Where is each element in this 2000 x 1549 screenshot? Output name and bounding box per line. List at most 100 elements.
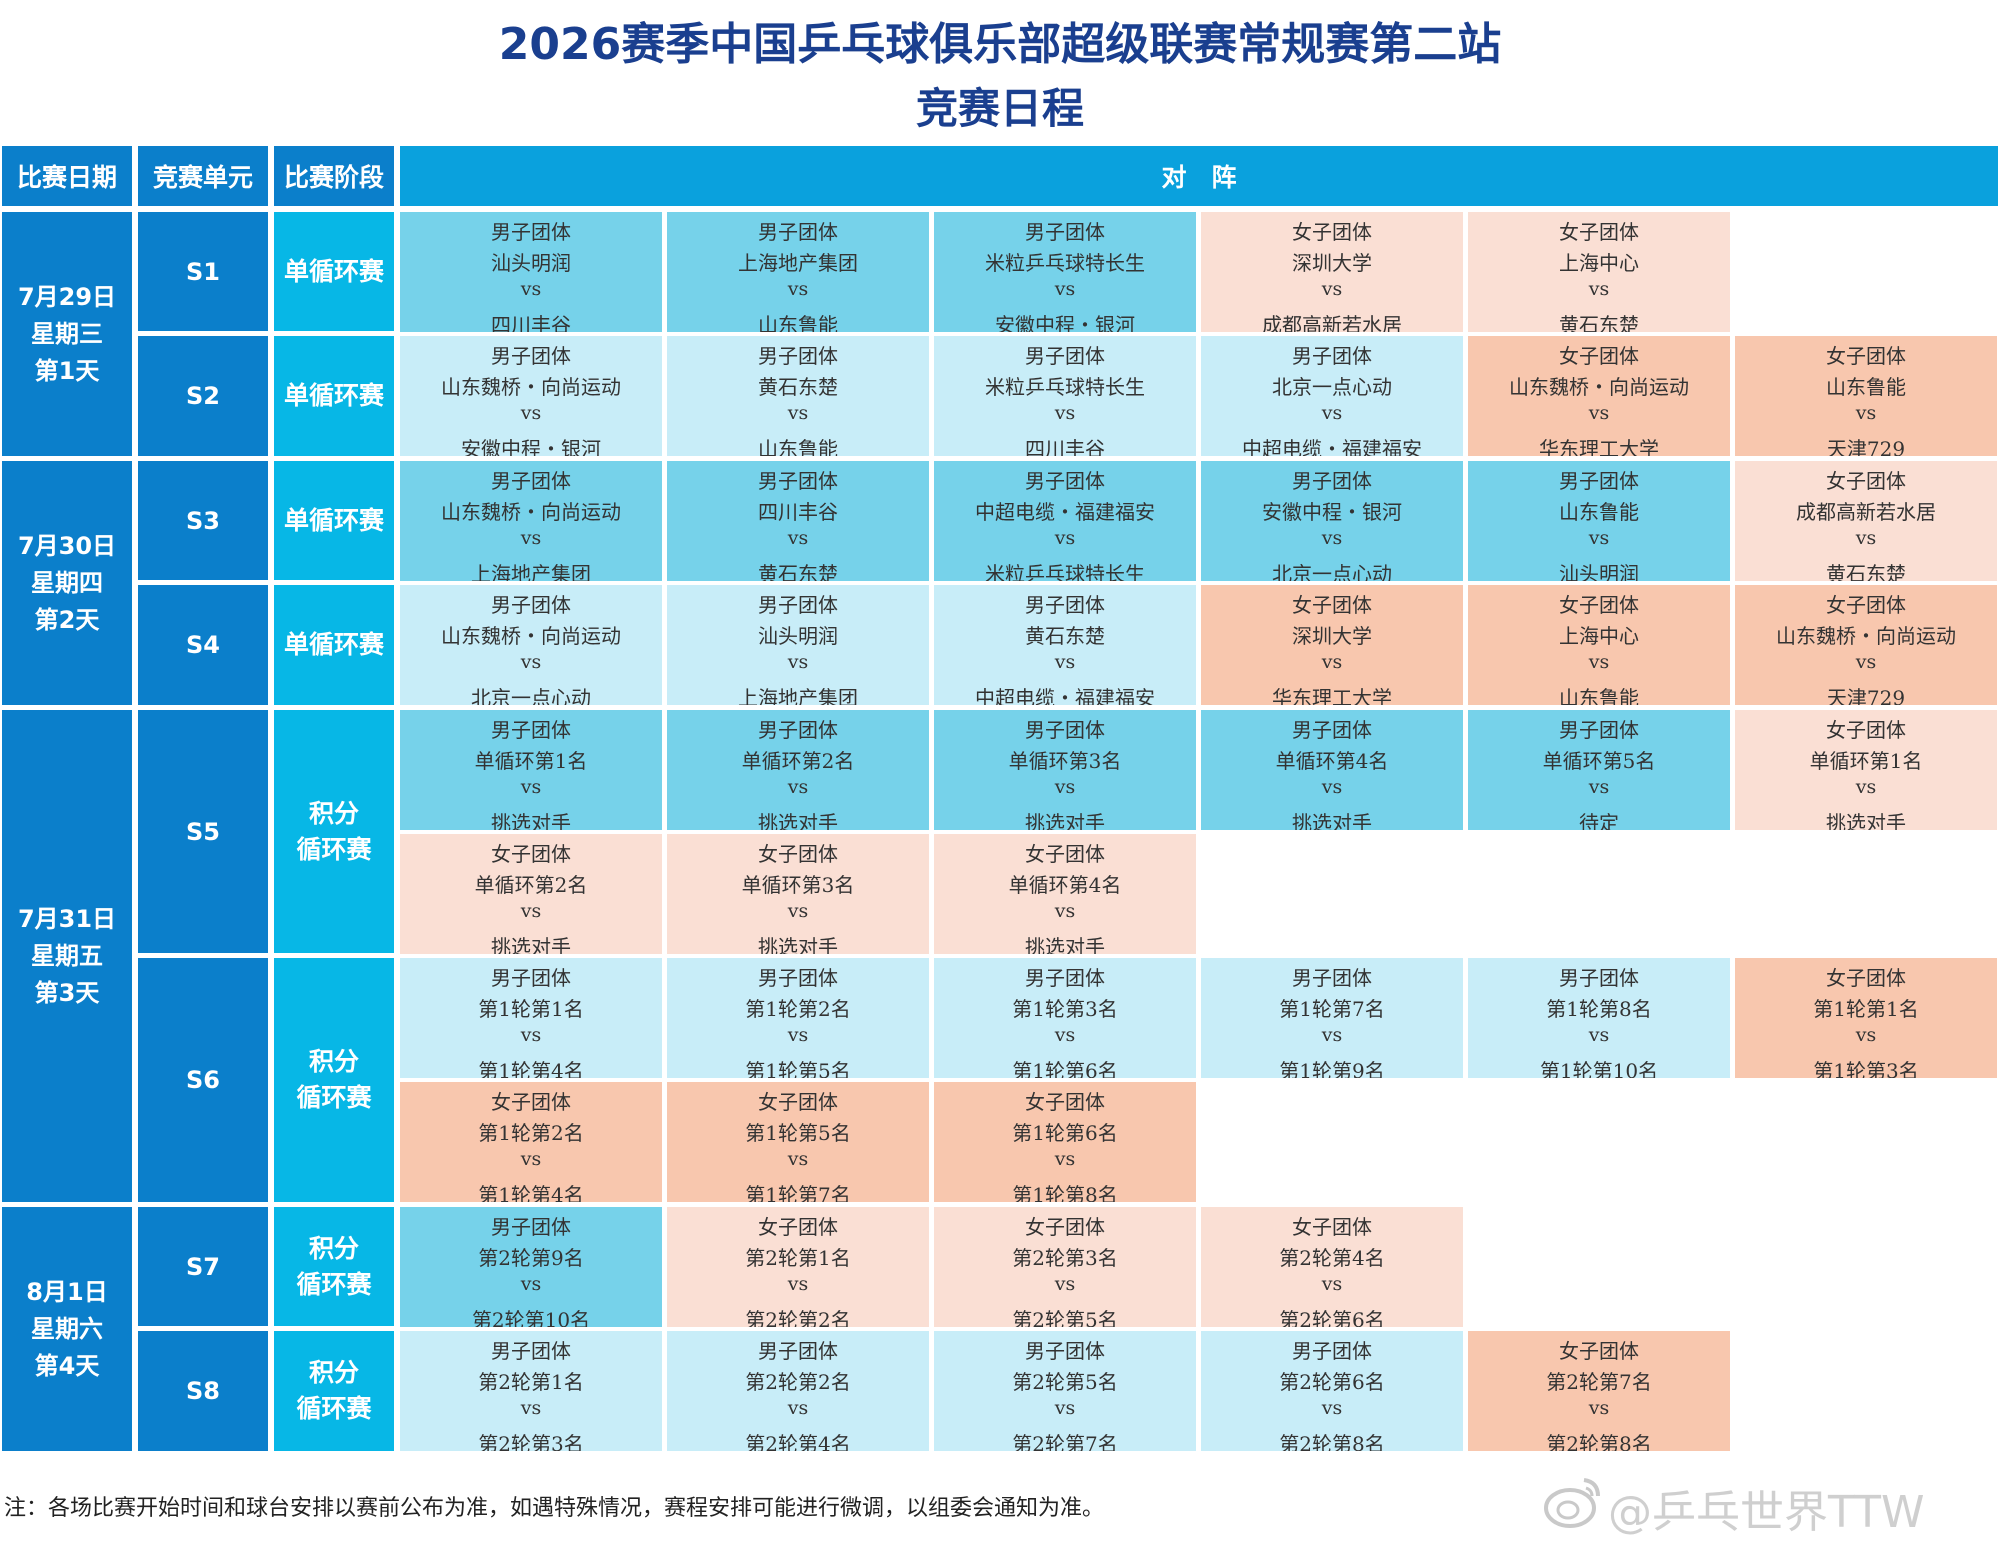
match-type: 男子团体	[1025, 220, 1105, 244]
team-b: 挑选对手	[491, 935, 571, 954]
stage-label: 单循环赛	[283, 505, 384, 535]
vs-label: vs	[1321, 1273, 1343, 1295]
team-b: 天津729	[1826, 437, 1906, 456]
team-a: 汕头明润	[758, 624, 838, 648]
team-a: 单循环第2名	[474, 873, 588, 897]
team-b: 中超电缆・福建福安	[1242, 437, 1422, 456]
match-cell: 女子团体 单循环第2名 vs 挑选对手	[400, 834, 662, 954]
vs-label: vs	[1321, 776, 1343, 798]
match-type: 女子团体	[1025, 842, 1105, 866]
team-a: 第1轮第2名	[478, 1121, 584, 1145]
match-cell: 男子团体 米粒乒乓球特长生 vs 四川丰谷	[934, 336, 1196, 456]
vs-label: vs	[787, 1273, 809, 1295]
unit-cell: S1	[138, 212, 268, 331]
vs-label: vs	[1855, 527, 1877, 549]
match-type: 男子团体	[758, 966, 838, 990]
vs-label: vs	[1054, 1148, 1076, 1170]
team-b: 挑选对手	[1025, 811, 1105, 830]
match-type: 男子团体	[491, 718, 571, 742]
day-number: 第3天	[34, 978, 100, 1007]
vs-label: vs	[520, 900, 542, 922]
match-type: 女子团体	[1025, 1090, 1105, 1114]
day-cell: 7月31日 星期五 第3天	[2, 710, 132, 1202]
team-b: 挑选对手	[758, 811, 838, 830]
match-cell: 男子团体 第2轮第1名 vs 第2轮第3名	[400, 1331, 662, 1451]
team-a: 第2轮第7名	[1546, 1370, 1652, 1394]
match-type: 女子团体	[1559, 593, 1639, 617]
vs-label: vs	[787, 278, 809, 300]
vs-label: vs	[1588, 278, 1610, 300]
vs-label: vs	[520, 402, 542, 424]
team-b: 第2轮第8名	[1546, 1432, 1652, 1451]
team-b: 第1轮第6名	[1012, 1059, 1118, 1078]
stage-cell: 单循环赛	[274, 585, 394, 705]
match-type: 女子团体	[1559, 1339, 1639, 1363]
match-type: 女子团体	[1826, 718, 1906, 742]
match-cell: 女子团体 第2轮第3名 vs 第2轮第5名	[934, 1207, 1196, 1327]
vs-label: vs	[787, 1024, 809, 1046]
team-b: 第1轮第8名	[1012, 1183, 1118, 1202]
match-type: 男子团体	[491, 593, 571, 617]
match-type: 女子团体	[1292, 220, 1372, 244]
team-b: 第2轮第2名	[745, 1308, 851, 1327]
match-type: 男子团体	[1292, 469, 1372, 493]
match-cell: 男子团体 单循环第5名 vs 待定	[1468, 710, 1730, 830]
match-type: 男子团体	[1292, 718, 1372, 742]
team-b: 第1轮第4名	[478, 1059, 584, 1078]
team-b: 第2轮第8名	[1279, 1432, 1385, 1451]
match-cell: 男子团体 第2轮第9名 vs 第2轮第10名	[400, 1207, 662, 1327]
vs-label: vs	[520, 651, 542, 673]
match-cell: 男子团体 第2轮第5名 vs 第2轮第7名	[934, 1331, 1196, 1451]
team-a: 第2轮第1名	[478, 1370, 584, 1394]
team-a: 北京一点心动	[1272, 375, 1392, 399]
vs-label: vs	[520, 278, 542, 300]
vs-label: vs	[1054, 651, 1076, 673]
match-cell: 男子团体 第1轮第2名 vs 第1轮第5名	[667, 958, 929, 1078]
weibo-logo-icon	[1544, 1478, 1600, 1528]
team-a: 山东魏桥・向尚运动	[441, 500, 621, 524]
match-cell: 女子团体 深圳大学 vs 华东理工大学	[1201, 585, 1463, 705]
match-cell: 女子团体 山东鲁能 vs 天津729	[1735, 336, 1997, 456]
match-type: 男子团体	[1025, 593, 1105, 617]
team-a: 单循环第2名	[741, 749, 855, 773]
vs-label: vs	[1054, 1273, 1076, 1295]
vs-label: vs	[1321, 651, 1343, 673]
team-b: 挑选对手	[758, 935, 838, 954]
match-cell: 男子团体 山东魏桥・向尚运动 vs 北京一点心动	[400, 585, 662, 705]
stage-cell: 单循环赛	[274, 212, 394, 331]
vs-label: vs	[1588, 1024, 1610, 1046]
team-b: 第2轮第10名	[471, 1308, 591, 1327]
match-type: 男子团体	[1292, 1339, 1372, 1363]
team-b: 成都高新若水居	[1262, 313, 1402, 332]
vs-label: vs	[1054, 776, 1076, 798]
match-cell: 女子团体 第1轮第6名 vs 第1轮第8名	[934, 1082, 1196, 1202]
match-cell: 男子团体 单循环第2名 vs 挑选对手	[667, 710, 929, 830]
match-type: 男子团体	[1025, 966, 1105, 990]
day-date: 7月29日	[17, 282, 117, 311]
day-number: 第2天	[34, 605, 100, 634]
match-cell: 女子团体 山东魏桥・向尚运动 vs 华东理工大学	[1468, 336, 1730, 456]
match-cell: 女子团体 第2轮第7名 vs 第2轮第8名	[1468, 1331, 1730, 1451]
team-a: 第2轮第1名	[745, 1246, 851, 1270]
day-number: 第1天	[34, 356, 100, 385]
match-cell: 男子团体 山东鲁能 vs 汕头明润	[1468, 461, 1730, 581]
team-a: 黄石东楚	[1025, 624, 1105, 648]
team-b: 第2轮第6名	[1279, 1308, 1385, 1327]
team-b: 华东理工大学	[1539, 437, 1659, 456]
match-type: 女子团体	[1826, 593, 1906, 617]
match-cell: 男子团体 安徽中程・银河 vs 北京一点心动	[1201, 461, 1463, 581]
vs-label: vs	[1054, 1024, 1076, 1046]
team-a: 山东魏桥・向尚运动	[1776, 624, 1956, 648]
match-type: 男子团体	[1025, 344, 1105, 368]
match-type: 男子团体	[491, 1215, 571, 1239]
team-b: 黄石东楚	[1826, 562, 1906, 581]
vs-label: vs	[520, 776, 542, 798]
match-type: 男子团体	[1559, 966, 1639, 990]
team-b: 第2轮第7名	[1012, 1432, 1118, 1451]
match-cell: 男子团体 第2轮第2名 vs 第2轮第4名	[667, 1331, 929, 1451]
team-b: 第1轮第4名	[478, 1183, 584, 1202]
match-type: 女子团体	[491, 1090, 571, 1114]
match-cell: 男子团体 黄石东楚 vs 山东鲁能	[667, 336, 929, 456]
team-a: 第2轮第3名	[1012, 1246, 1118, 1270]
match-cell: 男子团体 单循环第3名 vs 挑选对手	[934, 710, 1196, 830]
